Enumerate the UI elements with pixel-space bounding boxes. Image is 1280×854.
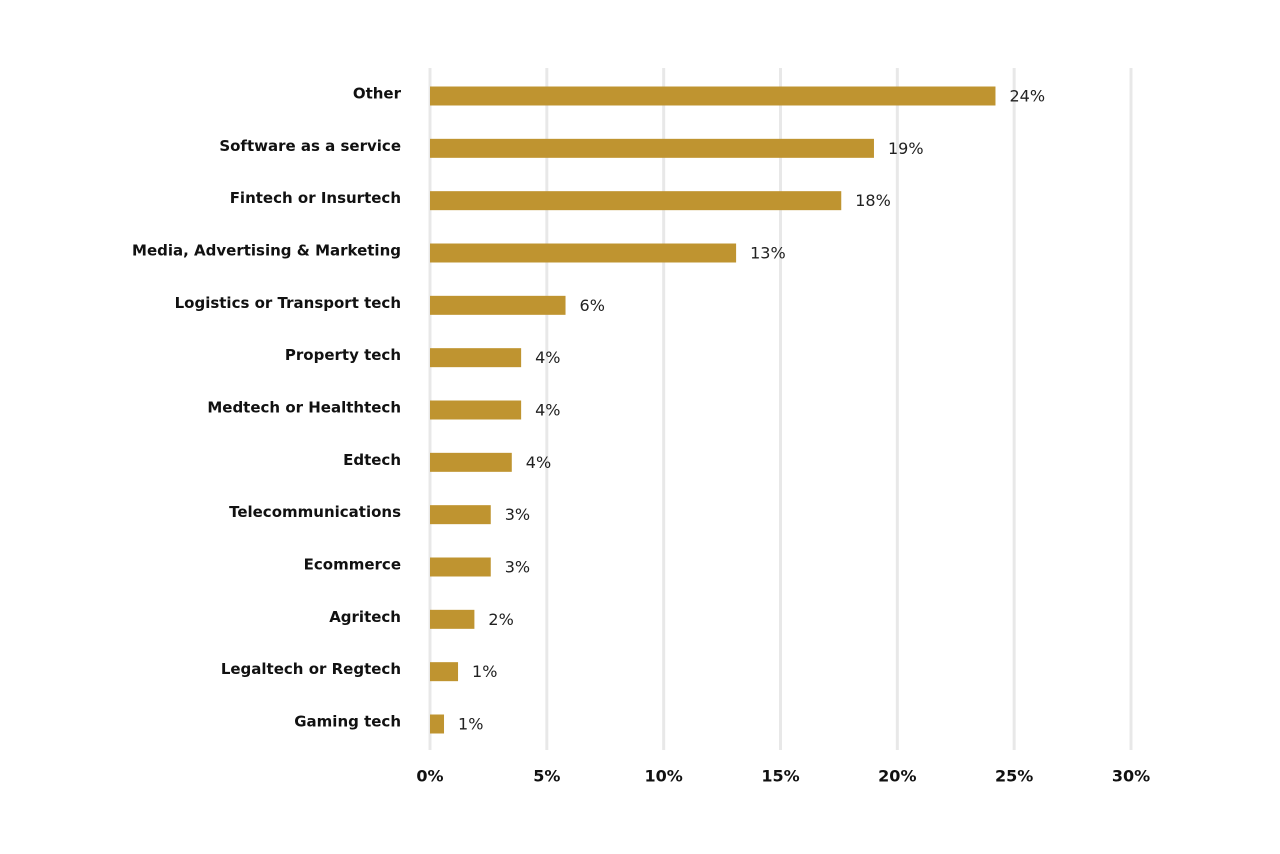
x-tick-label: 10% [645, 767, 683, 786]
category-label: Gaming tech [294, 713, 401, 731]
category-label: Legaltech or Regtech [221, 660, 401, 678]
bar [430, 400, 522, 420]
category-label: Telecommunications [229, 503, 401, 521]
bar [430, 557, 491, 577]
bar [430, 138, 874, 158]
category-label: Software as a service [219, 137, 401, 155]
bar [430, 662, 459, 682]
bar [430, 86, 996, 106]
bar [430, 714, 445, 734]
category-label: Ecommerce [304, 556, 401, 574]
value-label: 3% [505, 558, 530, 577]
x-tick-label: 25% [995, 767, 1033, 786]
category-label: Logistics or Transport tech [175, 294, 401, 312]
value-label: 2% [488, 610, 513, 629]
x-tick-label: 20% [878, 767, 916, 786]
category-label: Fintech or Insurtech [230, 189, 401, 207]
bar [430, 609, 475, 629]
category-label: Media, Advertising & Marketing [132, 242, 401, 260]
bar [430, 191, 842, 211]
bar [430, 243, 737, 263]
x-tick-label: 15% [761, 767, 799, 786]
category-label: Medtech or Healthtech [207, 399, 401, 417]
value-label: 4% [535, 401, 560, 420]
bar [430, 452, 512, 472]
value-label: 19% [888, 139, 924, 158]
value-label: 6% [580, 296, 605, 315]
bar [430, 295, 566, 315]
category-label: Agritech [329, 608, 401, 626]
value-label: 18% [855, 191, 891, 210]
value-label: 3% [505, 505, 530, 524]
value-label: 1% [472, 662, 497, 681]
bar [430, 505, 491, 525]
x-tick-label: 0% [416, 767, 443, 786]
category-label: Edtech [343, 451, 401, 469]
value-label: 1% [458, 715, 483, 734]
value-label: 13% [750, 244, 786, 263]
value-label: 24% [1009, 87, 1045, 106]
x-tick-label: 30% [1112, 767, 1150, 786]
category-label: Property tech [285, 346, 401, 364]
bar [430, 348, 522, 368]
category-label: Other [353, 85, 402, 103]
value-label: 4% [535, 348, 560, 367]
value-label: 4% [526, 453, 551, 472]
x-tick-label: 5% [533, 767, 560, 786]
